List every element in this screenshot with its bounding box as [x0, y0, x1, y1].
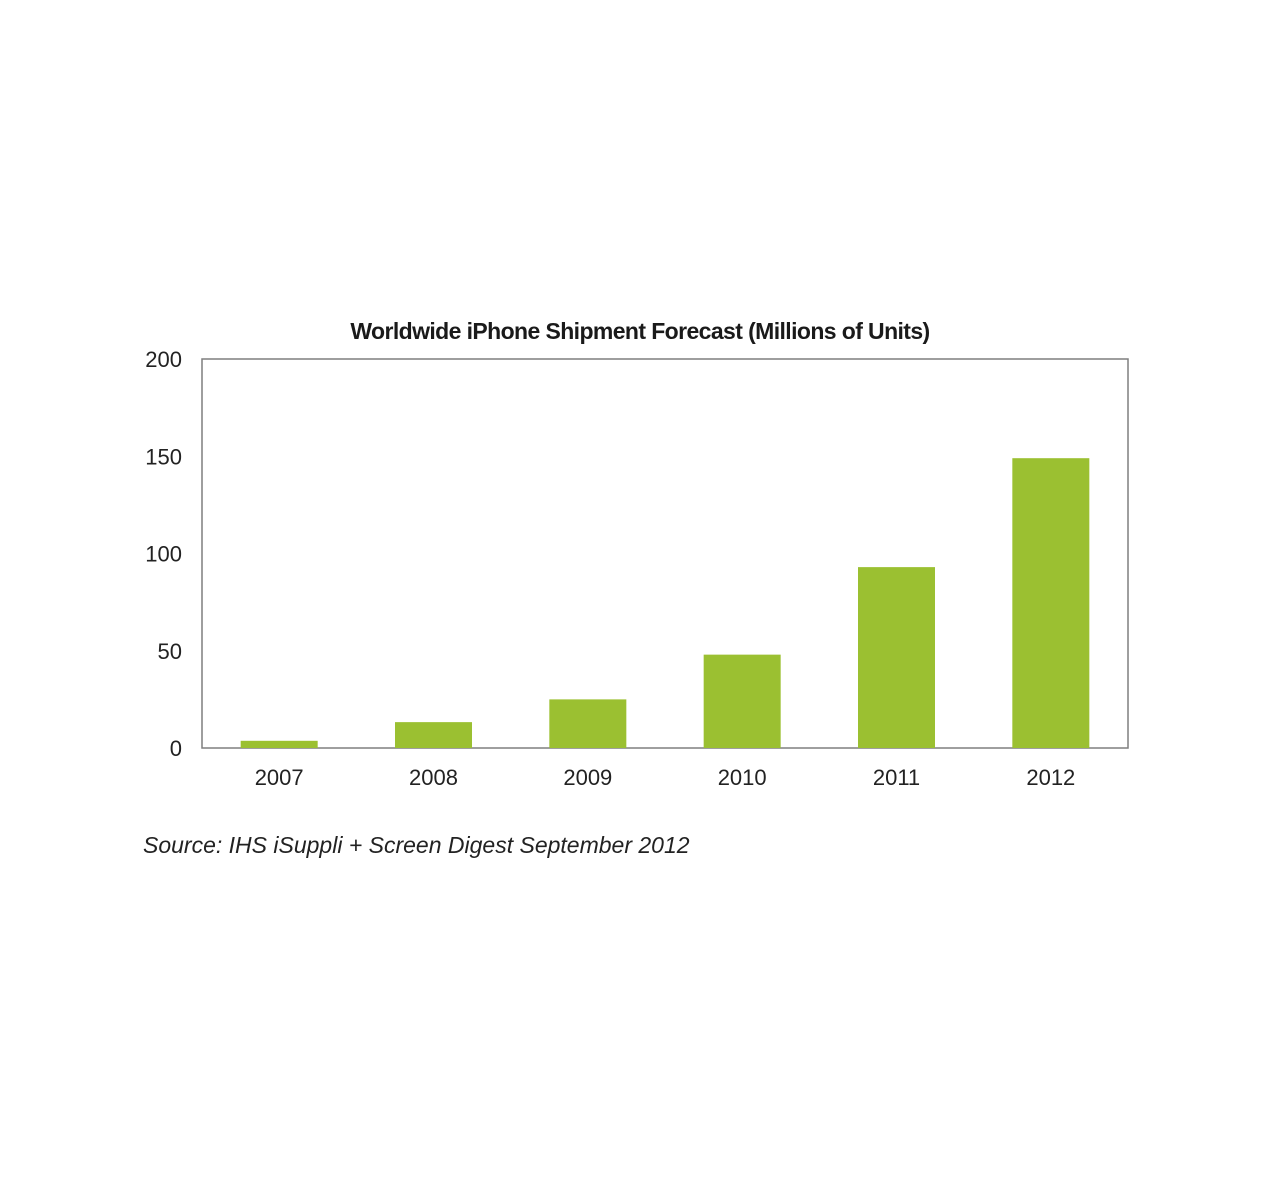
bar-2011: [858, 567, 935, 748]
chart-title: Worldwide iPhone Shipment Forecast (Mill…: [350, 318, 929, 344]
y-tick-label: 100: [145, 542, 182, 567]
y-tick-label: 50: [158, 639, 182, 664]
x-tick-label: 2010: [718, 765, 767, 790]
bar-2007: [240, 740, 318, 748]
bar-2010: [703, 654, 781, 748]
x-tick-label: 2008: [409, 765, 458, 790]
y-tick-label: 150: [145, 444, 182, 469]
y-tick-label: 0: [170, 736, 182, 761]
x-tick-label: 2007: [255, 765, 304, 790]
x-tick-label: 2012: [1026, 765, 1075, 790]
x-tick-label: 2011: [873, 765, 920, 790]
y-axis-tick-labels: 0 50 100 150 200: [145, 347, 182, 761]
x-axis-tick-labels: 2007 2008 2009 2010 2011 2012: [255, 765, 1076, 790]
plot-area-frame: [201, 358, 1129, 749]
y-tick-label: 200: [145, 347, 182, 372]
x-tick-label: 2009: [563, 765, 612, 790]
bar-2012: [1012, 458, 1090, 748]
source-note: Source: IHS iSuppli + Screen Digest Sept…: [143, 832, 690, 858]
bars: [240, 458, 1090, 749]
bar-2009: [549, 699, 627, 749]
bar-2008: [395, 722, 472, 748]
